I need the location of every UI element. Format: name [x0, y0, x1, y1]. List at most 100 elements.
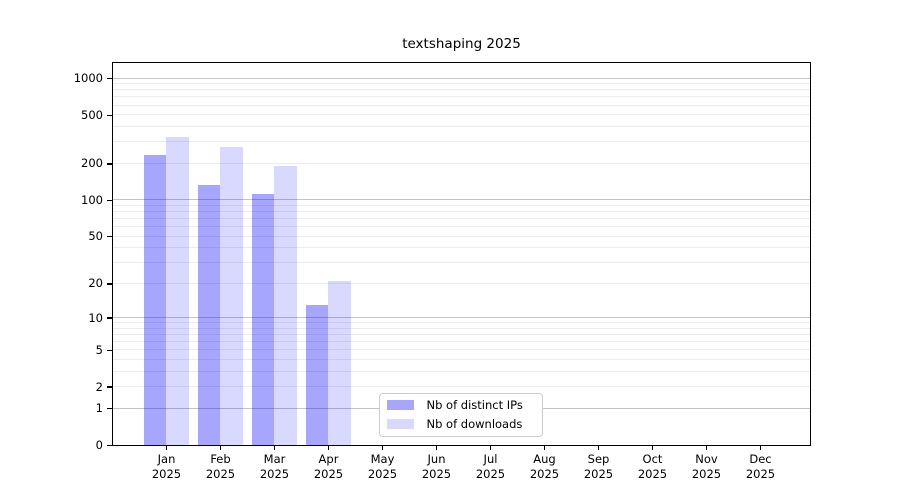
x-tick-mark	[759, 445, 762, 450]
x-tick-month: Apr	[318, 451, 339, 466]
minor-gridline	[112, 104, 810, 106]
x-tick-month: Aug	[533, 451, 556, 466]
y-tick-label: 0	[95, 438, 103, 452]
x-tick-mark	[543, 445, 546, 450]
x-tick-year: 2025	[151, 467, 182, 481]
x-tick-mark	[705, 445, 708, 450]
x-tick-month: Sep	[587, 451, 610, 466]
bar-downloads-apr	[328, 280, 351, 445]
y-tick-mark	[107, 386, 112, 388]
x-tick-month: Feb	[210, 451, 231, 466]
minor-gridline	[112, 359, 810, 360]
bar-distinct-ips-apr	[305, 304, 328, 445]
y-tick-mark	[107, 317, 112, 319]
major-gridline	[112, 317, 810, 319]
minor-gridline	[112, 83, 810, 85]
minor-gridline	[112, 96, 810, 98]
y-tick-mark	[107, 349, 112, 352]
x-tick-month: Dec	[749, 451, 772, 466]
major-gridline	[112, 77, 810, 79]
legend-item-distinct-ips: Nb of distinct IPs	[380, 398, 542, 412]
x-tick-label: Jun 2025	[410, 452, 464, 483]
x-tick-year: 2025	[313, 467, 344, 481]
x-tick-year: 2025	[421, 467, 452, 481]
x-tick-mark	[219, 445, 222, 450]
x-tick-label: Sep 2025	[572, 452, 626, 483]
minor-gridline	[112, 386, 810, 388]
x-tick-month: Jul	[483, 451, 498, 466]
y-tick-mark	[107, 199, 112, 202]
y-tick-mark	[107, 77, 112, 80]
x-tick-year: 2025	[367, 467, 398, 481]
x-tick-year: 2025	[529, 467, 560, 481]
y-tick-label: 10	[88, 310, 103, 325]
minor-gridline	[112, 349, 810, 351]
x-tick-label: May 2025	[356, 452, 410, 483]
y-tick-mark	[107, 114, 112, 117]
x-tick-mark	[651, 445, 654, 450]
bar-downloads-jan	[166, 136, 189, 445]
x-tick-label: Mar 2025	[248, 452, 302, 483]
legend-item-downloads: Nb of downloads	[380, 417, 542, 431]
x-tick-month: Oct	[642, 451, 663, 466]
bar-distinct-ips-mar	[251, 194, 274, 445]
y-tick-label: 50	[88, 229, 103, 244]
minor-gridline	[112, 247, 810, 249]
x-tick-label: Aug 2025	[518, 452, 572, 483]
x-tick-label: Jul 2025	[464, 452, 518, 483]
x-tick-mark	[327, 445, 330, 450]
legend-swatch-downloads	[386, 419, 414, 429]
minor-gridline	[112, 114, 810, 116]
chart-title: textshaping 2025	[402, 36, 521, 52]
x-tick-mark	[435, 445, 438, 450]
bar-downloads-mar	[274, 166, 297, 445]
plot-canvas	[112, 63, 810, 446]
legend-label-distinct-ips: Nb of distinct IPs	[426, 398, 523, 413]
minor-gridline	[112, 226, 810, 228]
minor-gridline	[112, 141, 810, 143]
x-tick-month: Nov	[695, 451, 718, 466]
x-tick-year: 2025	[259, 467, 290, 481]
y-tick-mark	[107, 163, 112, 165]
minor-gridline	[112, 262, 810, 264]
minor-gridline	[112, 218, 810, 220]
minor-gridline	[112, 282, 810, 284]
x-tick-month: Mar	[263, 451, 286, 466]
x-tick-year: 2025	[583, 467, 614, 481]
x-tick-mark	[273, 445, 276, 450]
x-tick-label: Oct 2025	[626, 452, 680, 483]
minor-gridline	[112, 204, 810, 206]
bar-downloads-feb	[220, 147, 243, 445]
minor-gridline	[112, 211, 810, 213]
minor-gridline	[112, 235, 810, 237]
minor-gridline	[112, 370, 810, 372]
minor-gridline	[112, 162, 810, 164]
x-tick-year: 2025	[691, 467, 722, 481]
y-tick-mark	[107, 407, 112, 410]
y-tick-label: 1	[95, 401, 103, 416]
y-tick-label: 200	[81, 156, 103, 171]
x-tick-label: Jan 2025	[140, 452, 194, 483]
y-tick-mark	[107, 283, 112, 285]
y-tick-label: 100	[81, 192, 103, 207]
minor-gridline	[112, 126, 810, 128]
y-tick-label: 500	[81, 107, 103, 122]
y-tick-label: 5	[95, 342, 103, 357]
major-gridline	[112, 199, 810, 201]
y-tick-label: 2	[95, 379, 103, 394]
y-tick-label: 1000	[73, 71, 103, 86]
x-tick-label: Apr 2025	[302, 452, 356, 483]
x-tick-mark	[381, 445, 384, 450]
minor-gridline	[112, 322, 810, 324]
x-tick-mark	[489, 445, 492, 450]
minor-gridline	[112, 89, 810, 91]
plot-area	[111, 61, 811, 446]
y-tick-label: 20	[88, 276, 103, 291]
legend-label-downloads: Nb of downloads	[426, 416, 523, 431]
y-tick-mark	[107, 235, 112, 238]
y-tick-mark	[107, 444, 112, 447]
x-tick-month: Jan	[157, 451, 176, 466]
x-tick-month: May	[370, 451, 395, 466]
x-tick-year: 2025	[475, 467, 506, 481]
